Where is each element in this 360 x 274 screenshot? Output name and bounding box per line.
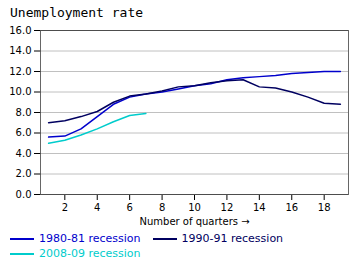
html-text:2008-09 recession: 2008-09 recession: [39, 247, 141, 260]
svg-text:2: 2: [62, 202, 68, 213]
svg-text:8.0: 8.0: [16, 107, 32, 118]
svg-text:14: 14: [253, 202, 266, 213]
svg-text:16: 16: [285, 202, 298, 213]
svg-text:6: 6: [126, 202, 132, 213]
svg-text:0.0: 0.0: [16, 189, 32, 200]
svg-text:8: 8: [159, 202, 165, 213]
svg-text:16.0: 16.0: [9, 25, 31, 36]
svg-text:6.0: 6.0: [16, 127, 32, 138]
svg-text:14.0: 14.0: [9, 45, 31, 56]
svg-text:18: 18: [318, 202, 331, 213]
html-text:Unemployment rate: Unemployment rate: [10, 5, 144, 20]
svg-text:Number of quarters →: Number of quarters →: [139, 216, 249, 227]
html-text:1980-81 recession: 1980-81 recession: [39, 232, 141, 245]
svg-text:2.0: 2.0: [16, 168, 32, 179]
svg-text:4.0: 4.0: [16, 148, 32, 159]
svg-text:10: 10: [188, 202, 201, 213]
svg-text:12: 12: [221, 202, 234, 213]
svg-text:10.0: 10.0: [9, 86, 31, 97]
svg-text:12.0: 12.0: [9, 66, 31, 77]
html-text:1990-91 recession: 1990-91 recession: [181, 232, 284, 245]
svg-text:4: 4: [94, 202, 100, 213]
